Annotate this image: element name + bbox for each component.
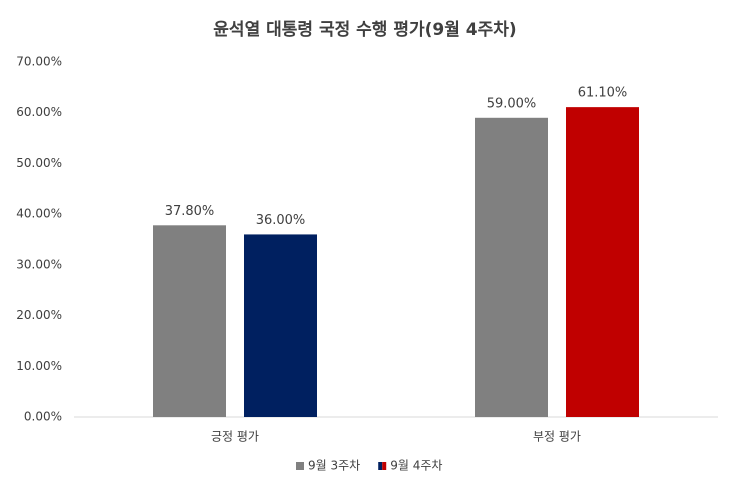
y-tick-label: 60.00%	[16, 105, 62, 119]
legend-swatch	[382, 462, 387, 470]
bar	[244, 234, 317, 417]
y-tick-label: 30.00%	[16, 257, 62, 271]
legend-swatch	[378, 462, 383, 470]
data-label: 36.00%	[256, 213, 306, 228]
data-label: 59.00%	[487, 96, 537, 111]
bar	[475, 117, 548, 418]
legend-label: 9월 3주차	[308, 459, 360, 473]
bar	[566, 107, 639, 417]
chart-title: 윤석열 대통령 국정 수행 평가(9월 4주차)	[213, 19, 516, 40]
y-tick-label: 50.00%	[16, 156, 62, 170]
legend-label: 9월 4주차	[390, 459, 442, 473]
x-tick-label: 부정 평가	[533, 430, 581, 444]
x-tick-label: 긍정 평가	[211, 430, 259, 444]
y-tick-label: 40.00%	[16, 207, 62, 221]
y-tick-label: 0.00%	[24, 410, 62, 424]
y-tick-label: 10.00%	[16, 359, 62, 373]
y-tick-label: 20.00%	[16, 308, 62, 322]
legend-swatch	[296, 462, 304, 470]
data-label: 37.80%	[165, 204, 215, 219]
bar	[153, 225, 226, 417]
data-label: 61.10%	[578, 86, 628, 101]
y-tick-label: 70.00%	[16, 55, 62, 69]
